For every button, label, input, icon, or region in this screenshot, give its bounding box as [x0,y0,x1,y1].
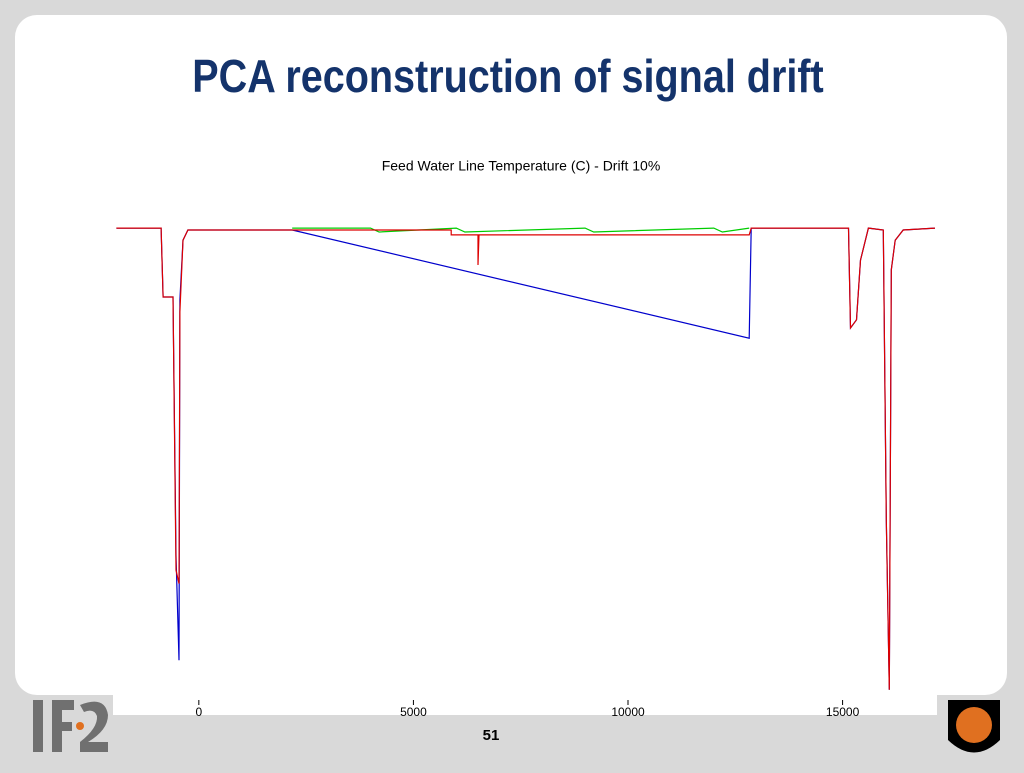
logo-part [52,722,72,731]
ife-logo [33,700,108,752]
series-line [116,227,936,690]
hrp-logo [948,700,1000,753]
logo-part [80,701,108,752]
x-tick-label: 0 [195,705,202,719]
logo-part [33,700,43,752]
chart-area [113,150,937,715]
x-tick-label: 10000 [611,705,645,719]
x-tick-label: 15000 [826,705,860,719]
logo-part [52,700,74,710]
slide-title: PCA reconstruction of signal drift [192,51,823,102]
chart-title: Feed Water Line Temperature (C) - Drift … [382,158,661,174]
logo-part [76,722,84,730]
x-tick-label: 5000 [400,705,427,719]
page-number: 51 [483,727,500,744]
logo-part [956,707,992,743]
